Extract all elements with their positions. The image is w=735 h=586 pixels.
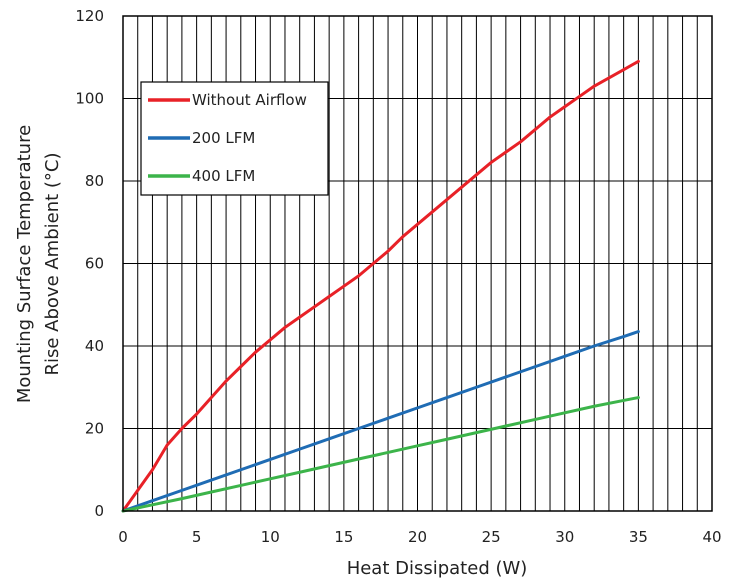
plot-border bbox=[122, 15, 713, 512]
y-tick-label: 60 bbox=[85, 255, 104, 273]
y-tick-label: 80 bbox=[85, 172, 104, 190]
x-tick-label: 25 bbox=[482, 528, 501, 546]
x-tick-label: 5 bbox=[192, 528, 202, 546]
y-axis-title-line-1: Mounting Surface Temperature bbox=[14, 125, 35, 403]
series-line bbox=[121, 59, 640, 513]
legend-label: 400 LFM bbox=[192, 167, 255, 185]
y-tick-label: 120 bbox=[75, 7, 104, 25]
x-tick-label: 15 bbox=[334, 528, 353, 546]
legend-label: Without Airflow bbox=[192, 91, 307, 109]
y-tick-labels: 0 20 40 60 80 100 120 bbox=[75, 7, 104, 520]
x-tick-label: 40 bbox=[702, 528, 721, 546]
series-lines bbox=[121, 59, 640, 513]
x-tick-label: 10 bbox=[261, 528, 280, 546]
y-axis-title-line-2: Rise Above Ambient (°C) bbox=[42, 152, 63, 375]
series-line bbox=[121, 396, 640, 513]
y-tick-label: 20 bbox=[85, 420, 104, 438]
series-line bbox=[121, 330, 640, 513]
legend: Without Airflow 200 LFM 400 LFM bbox=[140, 81, 329, 196]
legend-label: 200 LFM bbox=[192, 129, 255, 147]
y-tick-label: 0 bbox=[94, 502, 104, 520]
y-tick-label: 40 bbox=[85, 337, 104, 355]
x-tick-label: 20 bbox=[408, 528, 427, 546]
x-tick-label: 30 bbox=[555, 528, 574, 546]
x-tick-labels: 0 5 10 15 20 25 30 35 40 bbox=[118, 528, 721, 546]
y-tick-label: 100 bbox=[75, 90, 104, 108]
x-tick-label: 0 bbox=[118, 528, 128, 546]
x-tick-label: 35 bbox=[629, 528, 648, 546]
x-axis-title: Heat Dissipated (W) bbox=[347, 558, 528, 579]
